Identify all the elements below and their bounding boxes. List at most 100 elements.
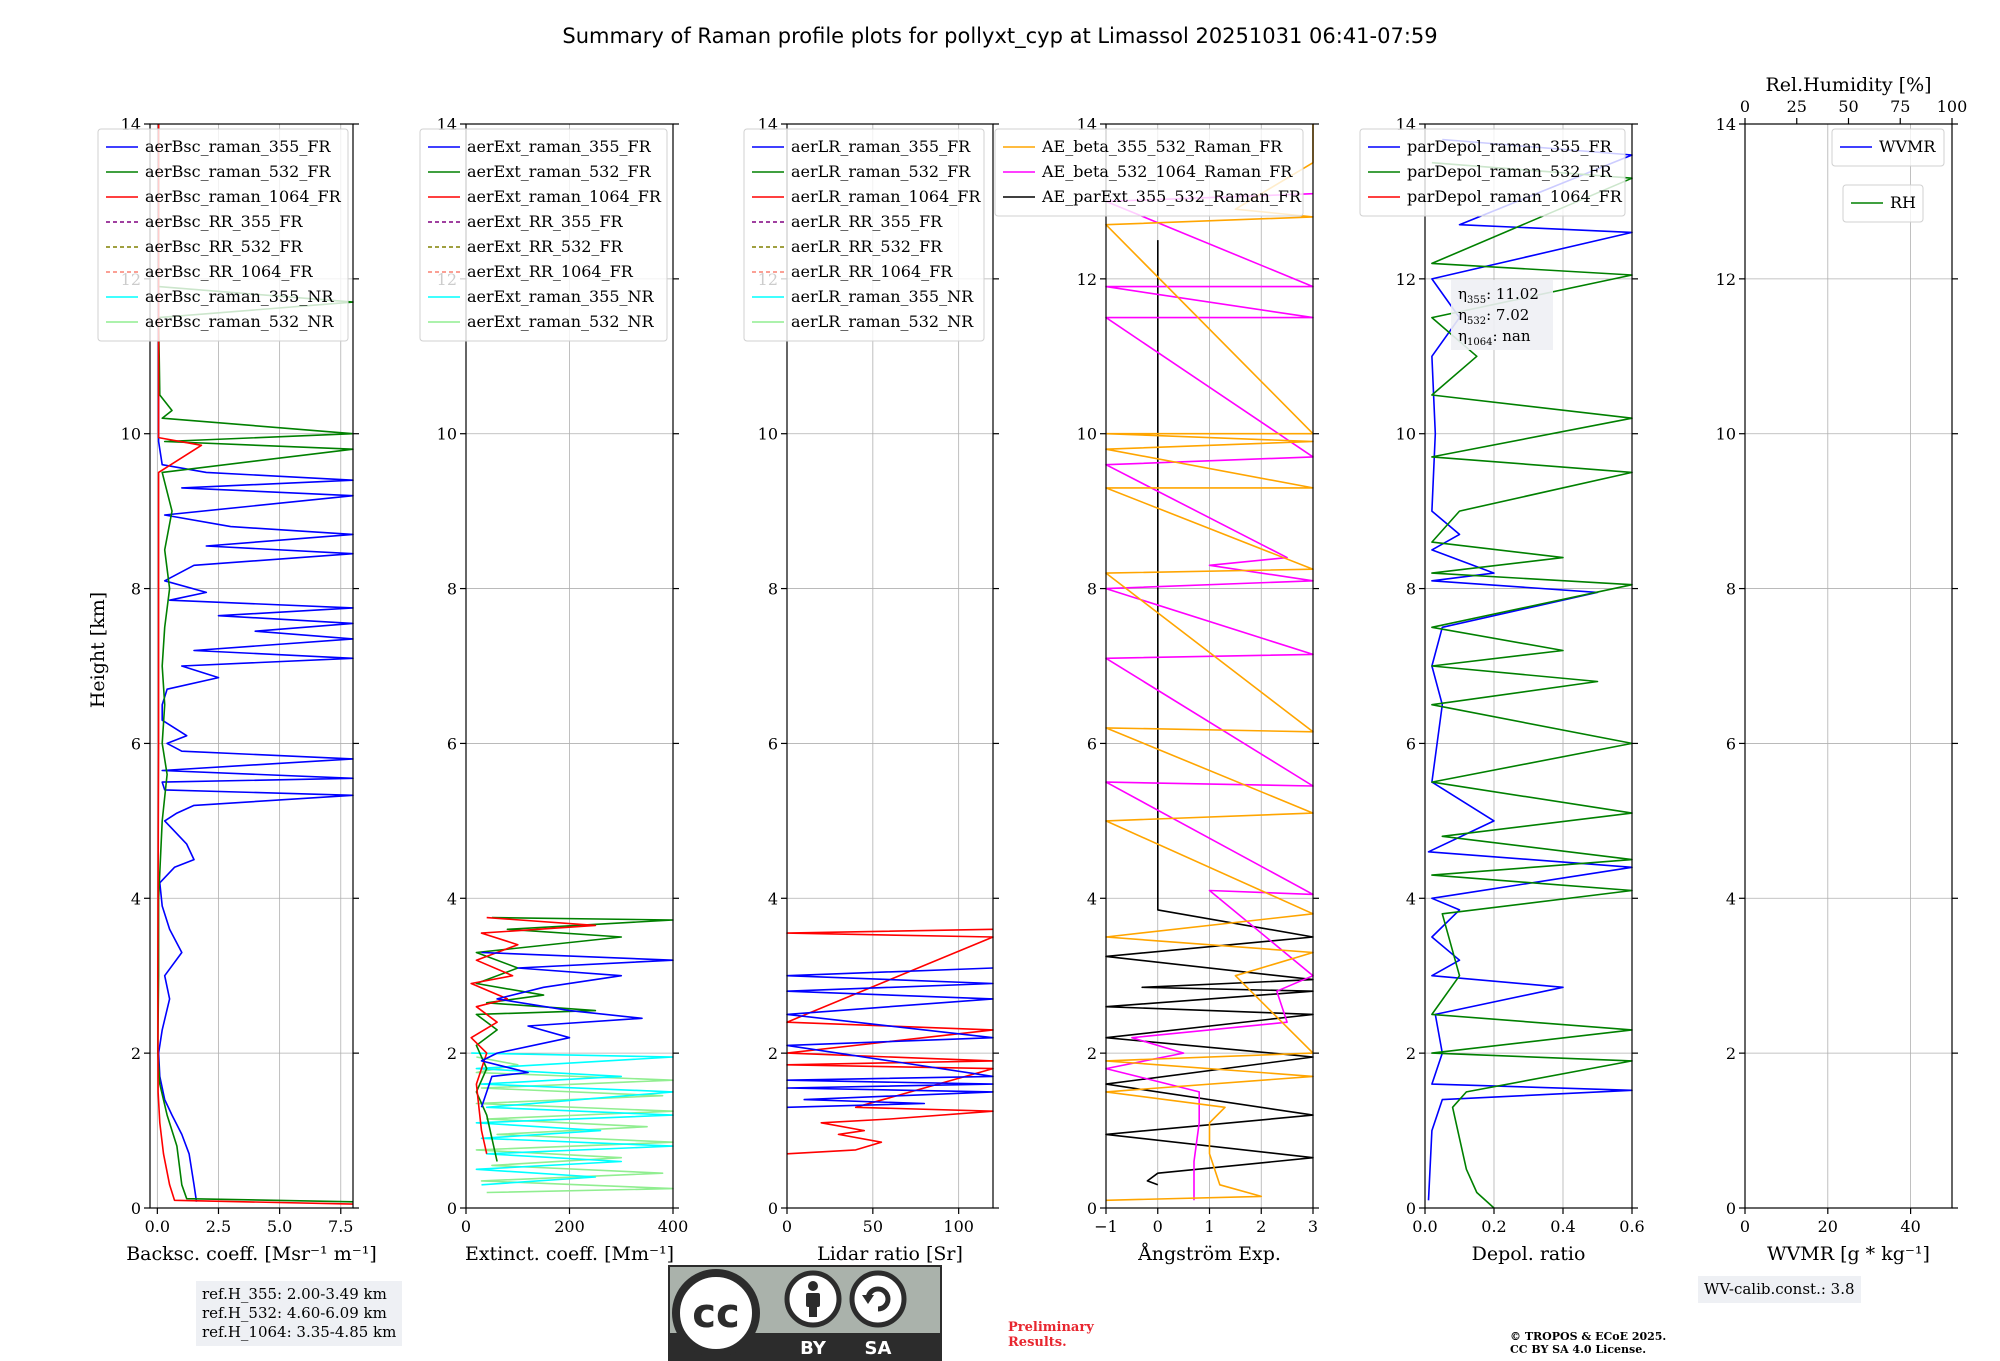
y-tick-label: 6 (1087, 734, 1097, 753)
legend-wv: WVMR (1831, 128, 1945, 167)
y-tick-label: 0 (131, 1199, 141, 1218)
legend-label: aerLR_RR_532_FR (791, 237, 943, 256)
y-tick-label: 2 (1406, 1044, 1416, 1063)
share-alike-icon (849, 1270, 907, 1328)
top-x-tick-label: 50 (1838, 97, 1858, 116)
copyright-line-2: CC BY SA 4.0 License. (1510, 1343, 1647, 1356)
legend-label: parDepol_raman_532_FR (1407, 162, 1613, 181)
x-tick-label: 5.0 (267, 1217, 292, 1236)
y-tick-label: 8 (768, 580, 778, 599)
figure-title: Summary of Raman profile plots for polly… (562, 24, 1437, 49)
y-tick-label: 2 (131, 1044, 141, 1063)
legend-frame (1359, 128, 1626, 217)
attribution-person-icon (784, 1270, 842, 1328)
x-tick-label: 2 (1256, 1217, 1266, 1236)
legend-label: aerBsc_raman_532_NR (145, 312, 334, 331)
legend-label: aerExt_RR_355_FR (467, 212, 624, 231)
legend-label: RH (1890, 193, 1916, 212)
legend-label: WVMR (1879, 137, 1936, 156)
series-aerExt_raman_1064_FR (470, 916, 597, 1154)
y-tick-label: 6 (768, 734, 778, 753)
y-tick-label: 10 (1396, 425, 1416, 444)
x-tick-label: −1 (1094, 1217, 1118, 1236)
legend-label: aerExt_RR_1064_FR (467, 262, 634, 281)
legend-ext: aerExt_raman_355_FR aerExt_raman_532_FRae… (419, 128, 668, 342)
y-tick-label: 8 (447, 580, 457, 599)
y-tick-label: 12 (1077, 270, 1097, 289)
y-tick-label: 0 (1726, 1199, 1736, 1218)
cc-logo-text: cc (692, 1291, 739, 1337)
y-tick-label: 0 (1087, 1199, 1097, 1218)
x-tick-label: 0.0 (1412, 1217, 1437, 1236)
legend-label: aerExt_raman_1064_FR (467, 187, 662, 206)
y-tick-label: 4 (447, 889, 457, 908)
x-tick-label: 20 (1818, 1217, 1838, 1236)
legend-label: aerLR_raman_355_NR (791, 287, 974, 306)
y-tick-label: 6 (1726, 734, 1736, 753)
annotation-box (1451, 280, 1553, 350)
legend-depol: parDepol_raman_355_FR parDepol_raman_532_… (1359, 128, 1626, 217)
legend-lr: aerLR_raman_355_FR aerLR_raman_532_FR aerL… (743, 128, 985, 342)
legend-frame (1831, 128, 1945, 167)
series-aerBsc_raman_355_FR (157, 124, 354, 1202)
ref-height-355: ref.H_355: 2.00-3.49 km (202, 1285, 387, 1303)
y-tick-label: 0 (1406, 1199, 1416, 1218)
y-tick-label: 10 (758, 425, 778, 444)
legend-label: aerBsc_raman_355_FR (145, 137, 331, 156)
y-tick-label: 2 (1726, 1044, 1736, 1063)
legend-label: aerExt_raman_532_FR (467, 162, 652, 181)
top-x-tick-label: 100 (1937, 97, 1968, 116)
top-x-tick-label: 25 (1787, 97, 1807, 116)
x-axis-label: Backsc. coeff. [Msr⁻¹ m⁻¹] (126, 1243, 377, 1265)
wv-calibration-box: WV-calib.const.: 3.8 (1698, 1276, 1861, 1303)
x-tick-label: 2.5 (206, 1217, 231, 1236)
legend-frame (419, 128, 668, 342)
legend-label: aerLR_raman_355_FR (791, 137, 971, 156)
copyright-line-1: © TROPOS & ECoE 2025. (1510, 1330, 1667, 1343)
series-AE_parExt_355_532_Raman_FR (1105, 240, 1314, 1186)
y-tick-label: 4 (768, 889, 778, 908)
eta-355: η355: 11.02 (1458, 285, 1539, 306)
y-tick-label: 2 (447, 1044, 457, 1063)
y-tick-label: 8 (1087, 580, 1097, 599)
legend-label: parDepol_raman_1064_FR (1407, 187, 1623, 206)
y-tick-label: 8 (1726, 580, 1736, 599)
x-tick-label: 0 (782, 1217, 792, 1236)
legend-wv-2: RH (1842, 184, 1924, 223)
y-tick-label: 2 (1087, 1044, 1097, 1063)
x-tick-label: 0 (461, 1217, 471, 1236)
x-tick-label: 0.2 (1481, 1217, 1506, 1236)
preliminary-line-2: Results. (1008, 1335, 1067, 1350)
wv-calibration-constant: WV-calib.const.: 3.8 (1704, 1280, 1855, 1298)
axes-frame (786, 123, 994, 1209)
x-tick-label: 3 (1308, 1217, 1318, 1236)
legend-label: parDepol_raman_355_FR (1407, 137, 1613, 156)
eta-532: η532: 7.02 (1458, 306, 1529, 327)
x-tick-label: 50 (863, 1217, 883, 1236)
x-tick-label: 100 (943, 1217, 974, 1236)
copyright-note: © TROPOS & ECoE 2025. CC BY SA 4.0 Licen… (1510, 1330, 1666, 1356)
legend-label: aerLR_raman_1064_FR (791, 187, 981, 206)
x-axis-label: Lidar ratio [Sr] (817, 1243, 963, 1265)
x-tick-label: 1 (1204, 1217, 1214, 1236)
legend-frame (994, 128, 1304, 217)
x-tick-label: 0.0 (145, 1217, 170, 1236)
y-tick-label: 6 (131, 734, 141, 753)
legend-label: aerBsc_RR_1064_FR (145, 262, 314, 281)
preliminary-results-note: Preliminary Results. (1008, 1320, 1094, 1350)
axes-frame (1744, 123, 1953, 1209)
series-aerBsc_raman_532_FR (157, 124, 354, 1203)
preliminary-line-1: Preliminary (1008, 1320, 1094, 1335)
x-tick-label: 0 (1740, 1217, 1750, 1236)
legend-label: AE_beta_532_1064_Raman_FR (1041, 162, 1293, 181)
y-tick-label: 6 (1406, 734, 1416, 753)
y-tick-label: 4 (1726, 889, 1736, 908)
cc-logo-icon (672, 1269, 760, 1357)
y-tick-label: 2 (768, 1044, 778, 1063)
license-by-label: BY (800, 1338, 827, 1359)
